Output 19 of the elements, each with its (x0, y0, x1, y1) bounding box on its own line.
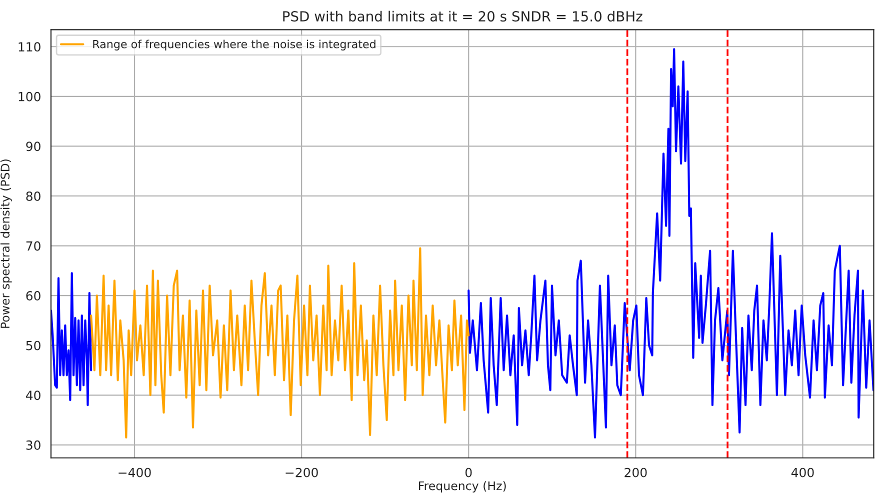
y-tick-label: 50 (26, 340, 40, 350)
y-tick-label: 80 (26, 191, 40, 201)
legend-label: Range of frequencies where the noise is integrated (93, 40, 376, 50)
x-tick-label: −400 (118, 468, 151, 478)
x-tick-label: 200 (624, 468, 647, 478)
y-axis-title: Power spectral density (PSD) (0, 160, 12, 328)
y-tick-label: 60 (26, 291, 40, 300)
y-tick-label: 100 (18, 92, 40, 102)
y-tick-label: 30 (26, 440, 40, 450)
y-tick-label: 70 (26, 241, 40, 251)
line-series (90, 247, 470, 439)
x-axis-title: Frequency (Hz) (419, 481, 506, 493)
x-tick-label: 0 (465, 468, 472, 478)
y-tick-label: 110 (18, 42, 40, 52)
x-tick-label: −200 (286, 468, 318, 478)
x-tick-label: 400 (791, 468, 814, 478)
y-tick-label: 40 (26, 390, 40, 400)
chart-title: PSD with band limits at it = 20 s SNDR = 15.0 dBHz (283, 10, 642, 22)
y-tick-label: 90 (26, 142, 40, 152)
